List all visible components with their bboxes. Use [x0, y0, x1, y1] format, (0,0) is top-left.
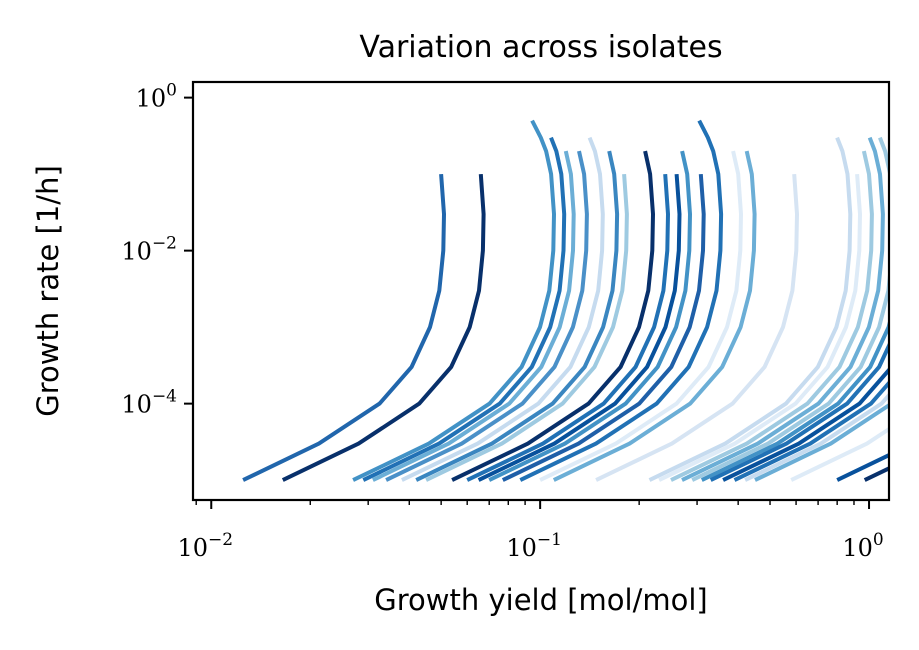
y-axis-label: Growth rate [1/h]	[31, 165, 65, 417]
series-line-3	[352, 119, 556, 482]
series-line-17	[552, 150, 757, 482]
series-line-25	[709, 340, 889, 482]
series-line-8	[415, 150, 620, 482]
series-line-10	[451, 150, 655, 482]
y-tick-label: 10−2	[121, 234, 177, 266]
series-line-5	[372, 150, 576, 482]
series-line-18	[595, 173, 799, 482]
x-axis-label: Growth yield [mol/mol]	[374, 583, 707, 617]
series-line-20	[658, 173, 862, 482]
series-line-1	[242, 173, 446, 482]
series-line-27	[733, 379, 889, 482]
series-line-19	[648, 136, 853, 482]
series-line-30	[790, 426, 889, 482]
series-line-14	[501, 173, 706, 482]
series-line-29	[754, 402, 889, 482]
series-line-4	[362, 136, 567, 482]
series-line-15	[519, 119, 724, 482]
x-tick-label: 10−2	[177, 530, 233, 562]
series-line-9	[425, 173, 629, 482]
series-line-13	[488, 150, 692, 482]
series-line-22	[681, 136, 885, 482]
series-line-21	[670, 150, 874, 482]
series-line-7	[401, 136, 605, 482]
x-axis: 10−2 10−1 100	[177, 500, 884, 562]
y-tick-label: 100	[136, 81, 177, 113]
x-tick-label: 10−1	[506, 530, 562, 562]
x-tick-label: 100	[842, 530, 883, 562]
series-line-2	[281, 173, 486, 482]
series-layer	[242, 119, 889, 482]
series-line-32	[863, 466, 889, 482]
series-line-6	[385, 150, 589, 482]
series-line-16	[539, 150, 743, 482]
series-line-28	[744, 392, 889, 482]
series-line-26	[722, 366, 889, 482]
y-axis: 100 10−2 10−4	[121, 81, 193, 419]
series-line-11	[466, 173, 670, 482]
series-line-24	[700, 317, 889, 482]
chart-title: Variation across isolates	[359, 30, 722, 65]
series-line-12	[477, 173, 682, 482]
y-tick-label: 10−4	[121, 387, 177, 419]
